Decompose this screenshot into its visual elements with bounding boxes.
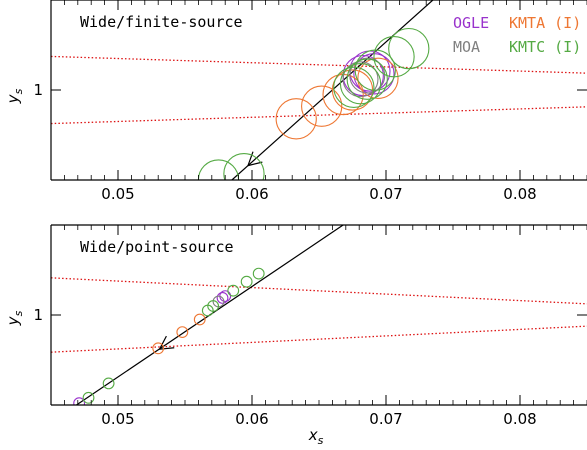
x-tick-label: 0.07 bbox=[369, 185, 402, 203]
point-kmtc bbox=[240, 275, 253, 288]
point-kmtc bbox=[207, 300, 220, 312]
point-kmtc bbox=[373, 36, 415, 78]
x-tick-label: 0.08 bbox=[503, 185, 536, 203]
point-moa bbox=[342, 61, 379, 98]
x-tick-label: 0.05 bbox=[101, 410, 134, 428]
x-tick-label: 0.06 bbox=[235, 185, 268, 203]
x-tick-label: 0.06 bbox=[235, 410, 268, 428]
caustic-upper bbox=[51, 277, 587, 305]
panel-point-source: 0.05 0.06 0.07 0.081 Wide/point-source ys x… bbox=[4, 224, 587, 447]
caustic-lower bbox=[51, 106, 587, 125]
point-kmtc bbox=[227, 284, 240, 297]
direction-arrow bbox=[158, 335, 175, 350]
plot-area-finite-source bbox=[51, 0, 587, 180]
legend-kmta: KMTA (I) bbox=[509, 14, 581, 32]
legend-kmtc: KMTC (I) bbox=[509, 38, 581, 56]
legend-moa: MOA bbox=[453, 38, 480, 56]
panel-title-point-source: Wide/point-source bbox=[80, 238, 234, 256]
point-kmta bbox=[331, 69, 374, 111]
point-kmtc bbox=[82, 391, 95, 404]
point-kmtc bbox=[223, 153, 265, 180]
axes-point-source: 0.05 0.06 0.07 0.08 1 bbox=[33, 224, 587, 428]
caustic-upper bbox=[51, 55, 587, 74]
point-kmta bbox=[301, 85, 343, 127]
point-kmtc bbox=[252, 267, 265, 280]
y-axis-label-main: y bbox=[4, 93, 22, 104]
x-tick-label: 0.05 bbox=[101, 185, 134, 203]
point-kmtc bbox=[102, 377, 115, 390]
legend-ogle: OGLE bbox=[453, 14, 489, 32]
point-kmtc bbox=[333, 66, 375, 108]
point-ogle bbox=[216, 291, 229, 304]
panel-title-finite-source: Wide/finite-source bbox=[80, 13, 243, 31]
y-tick-label: 1 bbox=[33, 306, 43, 324]
y-axis-label-main: y bbox=[4, 315, 22, 326]
point-kmtc bbox=[346, 58, 388, 100]
point-kmtc bbox=[388, 27, 430, 70]
point-kmta bbox=[357, 57, 399, 99]
x-axis-label-sub: s bbox=[318, 434, 324, 447]
x-axis-label: xs bbox=[308, 426, 324, 447]
x-axis-label-main: x bbox=[308, 426, 318, 444]
point-ogle bbox=[219, 290, 232, 303]
panel-finite-source: 0.05 0.06 0.07 0.08 1 Wide/finite-source OGL… bbox=[4, 0, 587, 203]
point-kmta bbox=[193, 313, 206, 326]
point-kmta bbox=[275, 98, 317, 140]
plot-area-point-source bbox=[51, 225, 587, 405]
point-kmtc bbox=[339, 63, 382, 105]
y-axis-label-point-source: ys bbox=[4, 310, 25, 326]
point-kmta bbox=[152, 342, 165, 355]
point-kmta bbox=[176, 326, 189, 339]
x-tick-label: 0.08 bbox=[503, 410, 536, 428]
axes-finite-source: 0.05 0.06 0.07 0.08 1 bbox=[33, 0, 587, 203]
point-moa bbox=[349, 57, 386, 94]
caustic-lower bbox=[51, 325, 587, 353]
x-tick-label: 0.07 bbox=[369, 410, 402, 428]
point-ogle bbox=[73, 397, 86, 405]
y-axis-label-finite-source: ys bbox=[4, 88, 25, 104]
direction-arrow bbox=[247, 151, 263, 167]
legend: OGLE KMTA (I) MOA KMTC (I) bbox=[453, 14, 581, 56]
y-axis-label-sub: s bbox=[12, 310, 25, 316]
y-axis-label-sub: s bbox=[12, 88, 25, 94]
y-tick-label: 1 bbox=[33, 81, 43, 99]
